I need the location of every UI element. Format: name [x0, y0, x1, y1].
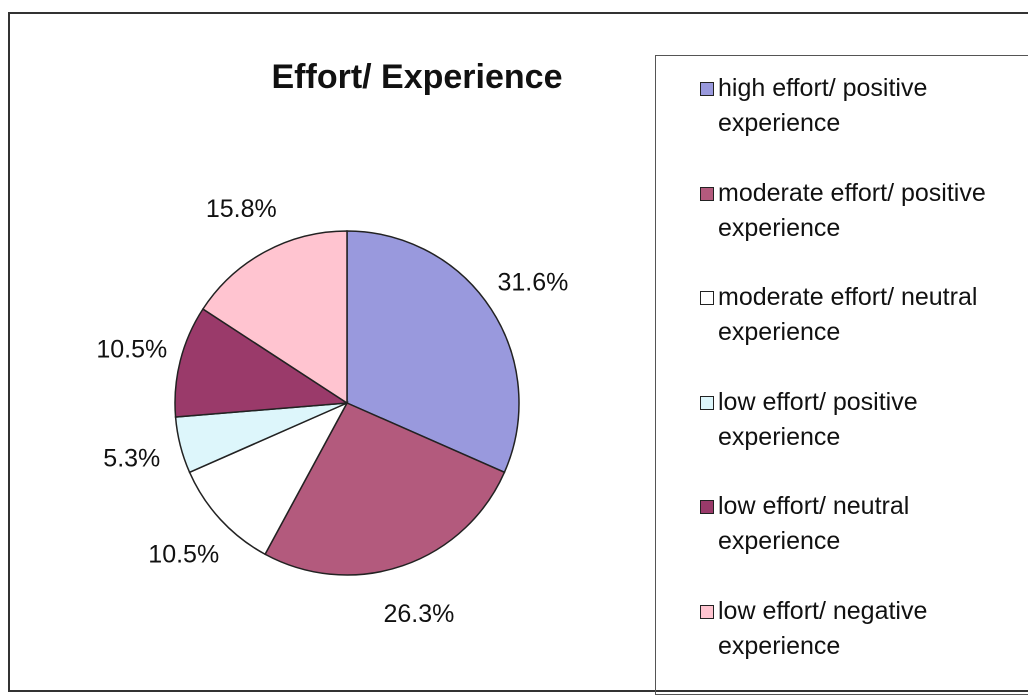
pie-slice: [264, 402, 506, 576]
pie-slice: [201, 230, 348, 405]
chart-title: Effort/ Experience: [272, 58, 563, 96]
data-label: 10.5%: [148, 540, 219, 568]
data-label: 26.3%: [383, 600, 454, 628]
legend-label: high effort/ positive experience: [718, 74, 928, 137]
legend-entry: low effort/ negative experience: [700, 594, 1020, 664]
pie-slice: [346, 230, 520, 474]
legend-entry: low effort/ positive experience: [700, 385, 1020, 455]
data-label: 5.3%: [103, 445, 160, 473]
legend-swatch: [700, 291, 714, 305]
legend-entry: low effort/ neutral experience: [700, 489, 1020, 559]
pie-slice: [188, 401, 349, 556]
legend-label: low effort/ positive experience: [718, 387, 918, 451]
legend-label: low effort/ negative experience: [718, 596, 928, 660]
legend-entry: moderate effort/ neutral experience: [700, 280, 1020, 350]
chart: Effort/ Experience 31.6% 26.3% 10.5% 5.3% 10…: [96, 58, 568, 628]
legend: high effort/ positive experience moderate…: [655, 55, 1028, 695]
data-label: 15.8%: [206, 195, 277, 223]
legend-label: moderate effort/ neutral experience: [718, 283, 978, 346]
pie-slice: [174, 307, 350, 418]
legend-entry: high effort/ positive experience: [700, 71, 1020, 141]
legend-label: low effort/ neutral experience: [718, 492, 910, 555]
data-label: 10.5%: [96, 335, 167, 363]
legend-swatch: [700, 82, 714, 96]
legend-swatch: [700, 395, 714, 410]
legend-swatch: [700, 500, 714, 514]
legend-swatch: [700, 186, 714, 201]
data-label: 31.6%: [497, 269, 568, 297]
page: {"chart_data": {"type": "pie", "title": …: [8, 12, 1028, 695]
legend-label: moderate effort/ positive experience: [718, 178, 986, 242]
legend-entry: moderate effort/ positive experience: [700, 176, 1020, 246]
legend-swatch: [700, 604, 714, 619]
